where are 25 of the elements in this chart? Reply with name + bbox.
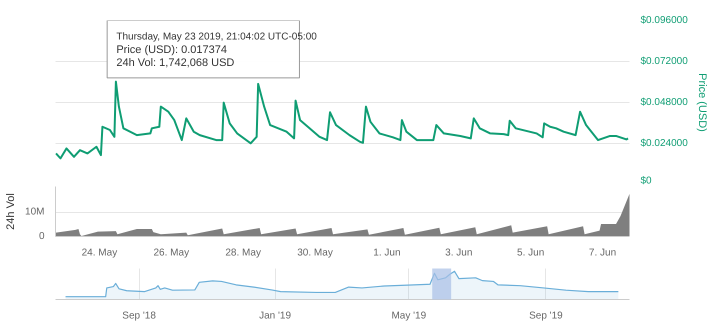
- x-tick-label: Sep '18: [122, 310, 156, 322]
- y-tick-label: $0.096000: [640, 15, 688, 26]
- x-tick-label: 26. May: [154, 248, 190, 258]
- x-tick-label: 24. May: [82, 248, 118, 258]
- x-tick-label: Sep '19: [529, 310, 564, 322]
- y-axis-title: Price (USD): [696, 73, 708, 132]
- line-series: [56, 80, 630, 160]
- x-tick-label: Jan '19: [259, 310, 292, 322]
- y-tick-label: $0.048000: [640, 97, 688, 108]
- x-tick-label: 5. Jun: [517, 248, 544, 258]
- y-tick-label: $0.024000: [640, 138, 688, 149]
- y-axis-title: 24h Vol: [5, 193, 18, 230]
- x-tick-label: 7. Jun: [588, 248, 616, 258]
- y-tick-label: $0: [640, 176, 652, 186]
- x-tick-label: 28. May: [225, 248, 261, 258]
- annotation: Price (USD): 0.017374: [116, 44, 228, 56]
- x-tick-label: 1. Jun: [373, 248, 401, 258]
- y-tick-label: 10M: [25, 206, 44, 218]
- y-tick-label: $0.072000: [640, 56, 688, 67]
- x-tick-label: 30. May: [297, 248, 333, 258]
- x-tick-label: May '19: [391, 310, 427, 322]
- x-tick-label: 3. Jun: [445, 248, 472, 258]
- annotation: Thursday, May 23 2019, 21:04:02 UTC-05:00: [116, 31, 318, 42]
- annotation: 24h Vol: 1,742,068 USD: [116, 57, 234, 70]
- y-tick-label: 0: [38, 231, 45, 242]
